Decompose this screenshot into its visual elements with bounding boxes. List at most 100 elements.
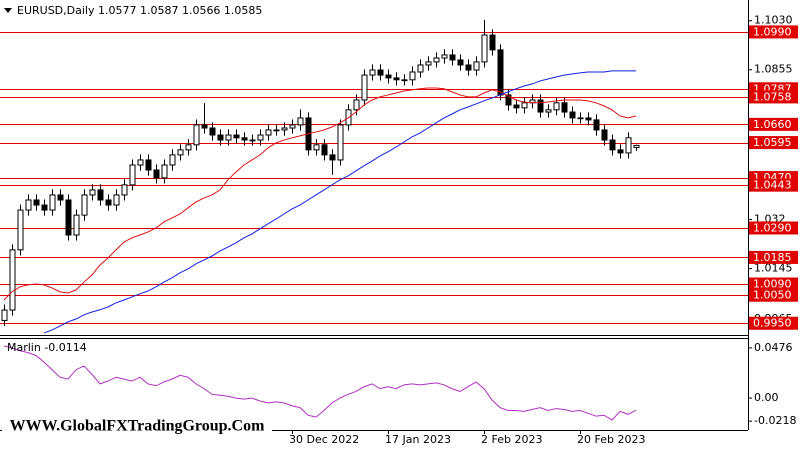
candle-body [81,194,88,216]
candle-body [489,34,496,51]
level-label: 0.9950 [753,317,792,330]
level-tag [749,250,798,264]
candle-body [425,61,432,66]
candle-body [177,149,184,156]
candle-body [65,199,72,236]
candle-body [185,144,192,151]
candle-body [617,149,624,154]
candle-body [233,134,240,139]
candle-body [481,34,488,63]
candle-body [273,129,280,132]
candle-body [369,69,376,76]
candle-body [521,102,528,109]
candle-body [353,99,360,111]
y-tick-label: 0.00 [754,391,779,404]
indicator-title: Marlin -0.0114 [7,341,87,354]
candle-body [329,154,336,161]
candle-body [609,139,616,151]
candle-body [449,54,456,61]
y-tick-label: -0.0218 [754,414,796,427]
candle-body [249,139,256,142]
line-series [3,345,637,421]
candle-body [145,159,152,171]
plot [0,19,748,421]
candle-body [113,194,120,206]
candle-body [537,99,544,113]
candle-body [417,64,424,73]
candle-body [41,204,48,211]
candle-body [137,159,144,166]
candle-body [473,61,480,71]
candle-body [465,64,472,71]
watermark-box [2,412,272,440]
candle-body [1,309,8,321]
level-tag [749,316,798,330]
x-tick-label: 30 Dec 2022 [289,433,359,446]
candle-body [513,104,520,109]
candle-body [297,117,304,126]
level-tag [749,277,798,291]
level-tag [749,178,798,192]
candle-body [313,144,320,151]
level-label: 1.0660 [753,118,792,131]
candle-body [153,169,160,179]
x-tick-label: 2 Feb 2023 [481,433,542,446]
level-label: 1.0758 [753,90,792,103]
candle-body [361,74,368,101]
level-label: 1.0290 [753,222,792,235]
candle-body [9,249,16,311]
line-series [3,87,637,301]
candle-body [73,214,80,236]
candle-body [17,209,24,251]
line-series [43,70,636,334]
x-tick-label: 20 Feb 2023 [577,433,645,446]
candle-body [553,102,560,111]
x-tick-label: 17 Jan 2023 [385,433,451,446]
candle-body [585,117,592,121]
candle-body [377,69,384,76]
candle-body [241,137,248,141]
level-tag [749,90,798,104]
candle-body [337,124,344,161]
candle-body [201,124,208,129]
candle-body [545,109,552,113]
candle-body [633,144,640,149]
candle-body [289,124,296,129]
candle-body [401,79,408,82]
level-label: 1.0595 [753,136,792,149]
candle-body [561,102,568,113]
level-tag [749,136,798,150]
candle-body [441,54,448,59]
candle-body [625,137,632,154]
candle-body [265,129,272,136]
level-tag [749,117,798,131]
candle-body [57,194,64,201]
candle-body [433,57,440,63]
level-tag [749,221,798,235]
candle-body [457,59,464,66]
candle-body [409,71,416,81]
candle-body [593,119,600,131]
y-tick-label: 1.0855 [754,63,793,76]
level-label: 1.0185 [753,251,792,264]
candle-body [505,94,512,106]
candle-body [209,127,216,136]
candle-body [577,117,584,120]
candle-body [217,134,224,141]
candle-body [257,134,264,141]
candle-body [193,124,200,146]
candle-body [129,164,136,186]
candle-body [321,144,328,156]
candle-body [385,74,392,79]
candle-body [497,49,504,96]
candle-body [601,129,608,141]
level-tag [749,25,798,39]
y-tick-label: 1.1030 [754,14,793,27]
watermark: WWW.GlobalFXTradingGroup.Com [10,418,266,435]
y-tick-label: 0.0476 [754,341,793,354]
candle-body [105,199,112,206]
candle-body [121,184,128,196]
